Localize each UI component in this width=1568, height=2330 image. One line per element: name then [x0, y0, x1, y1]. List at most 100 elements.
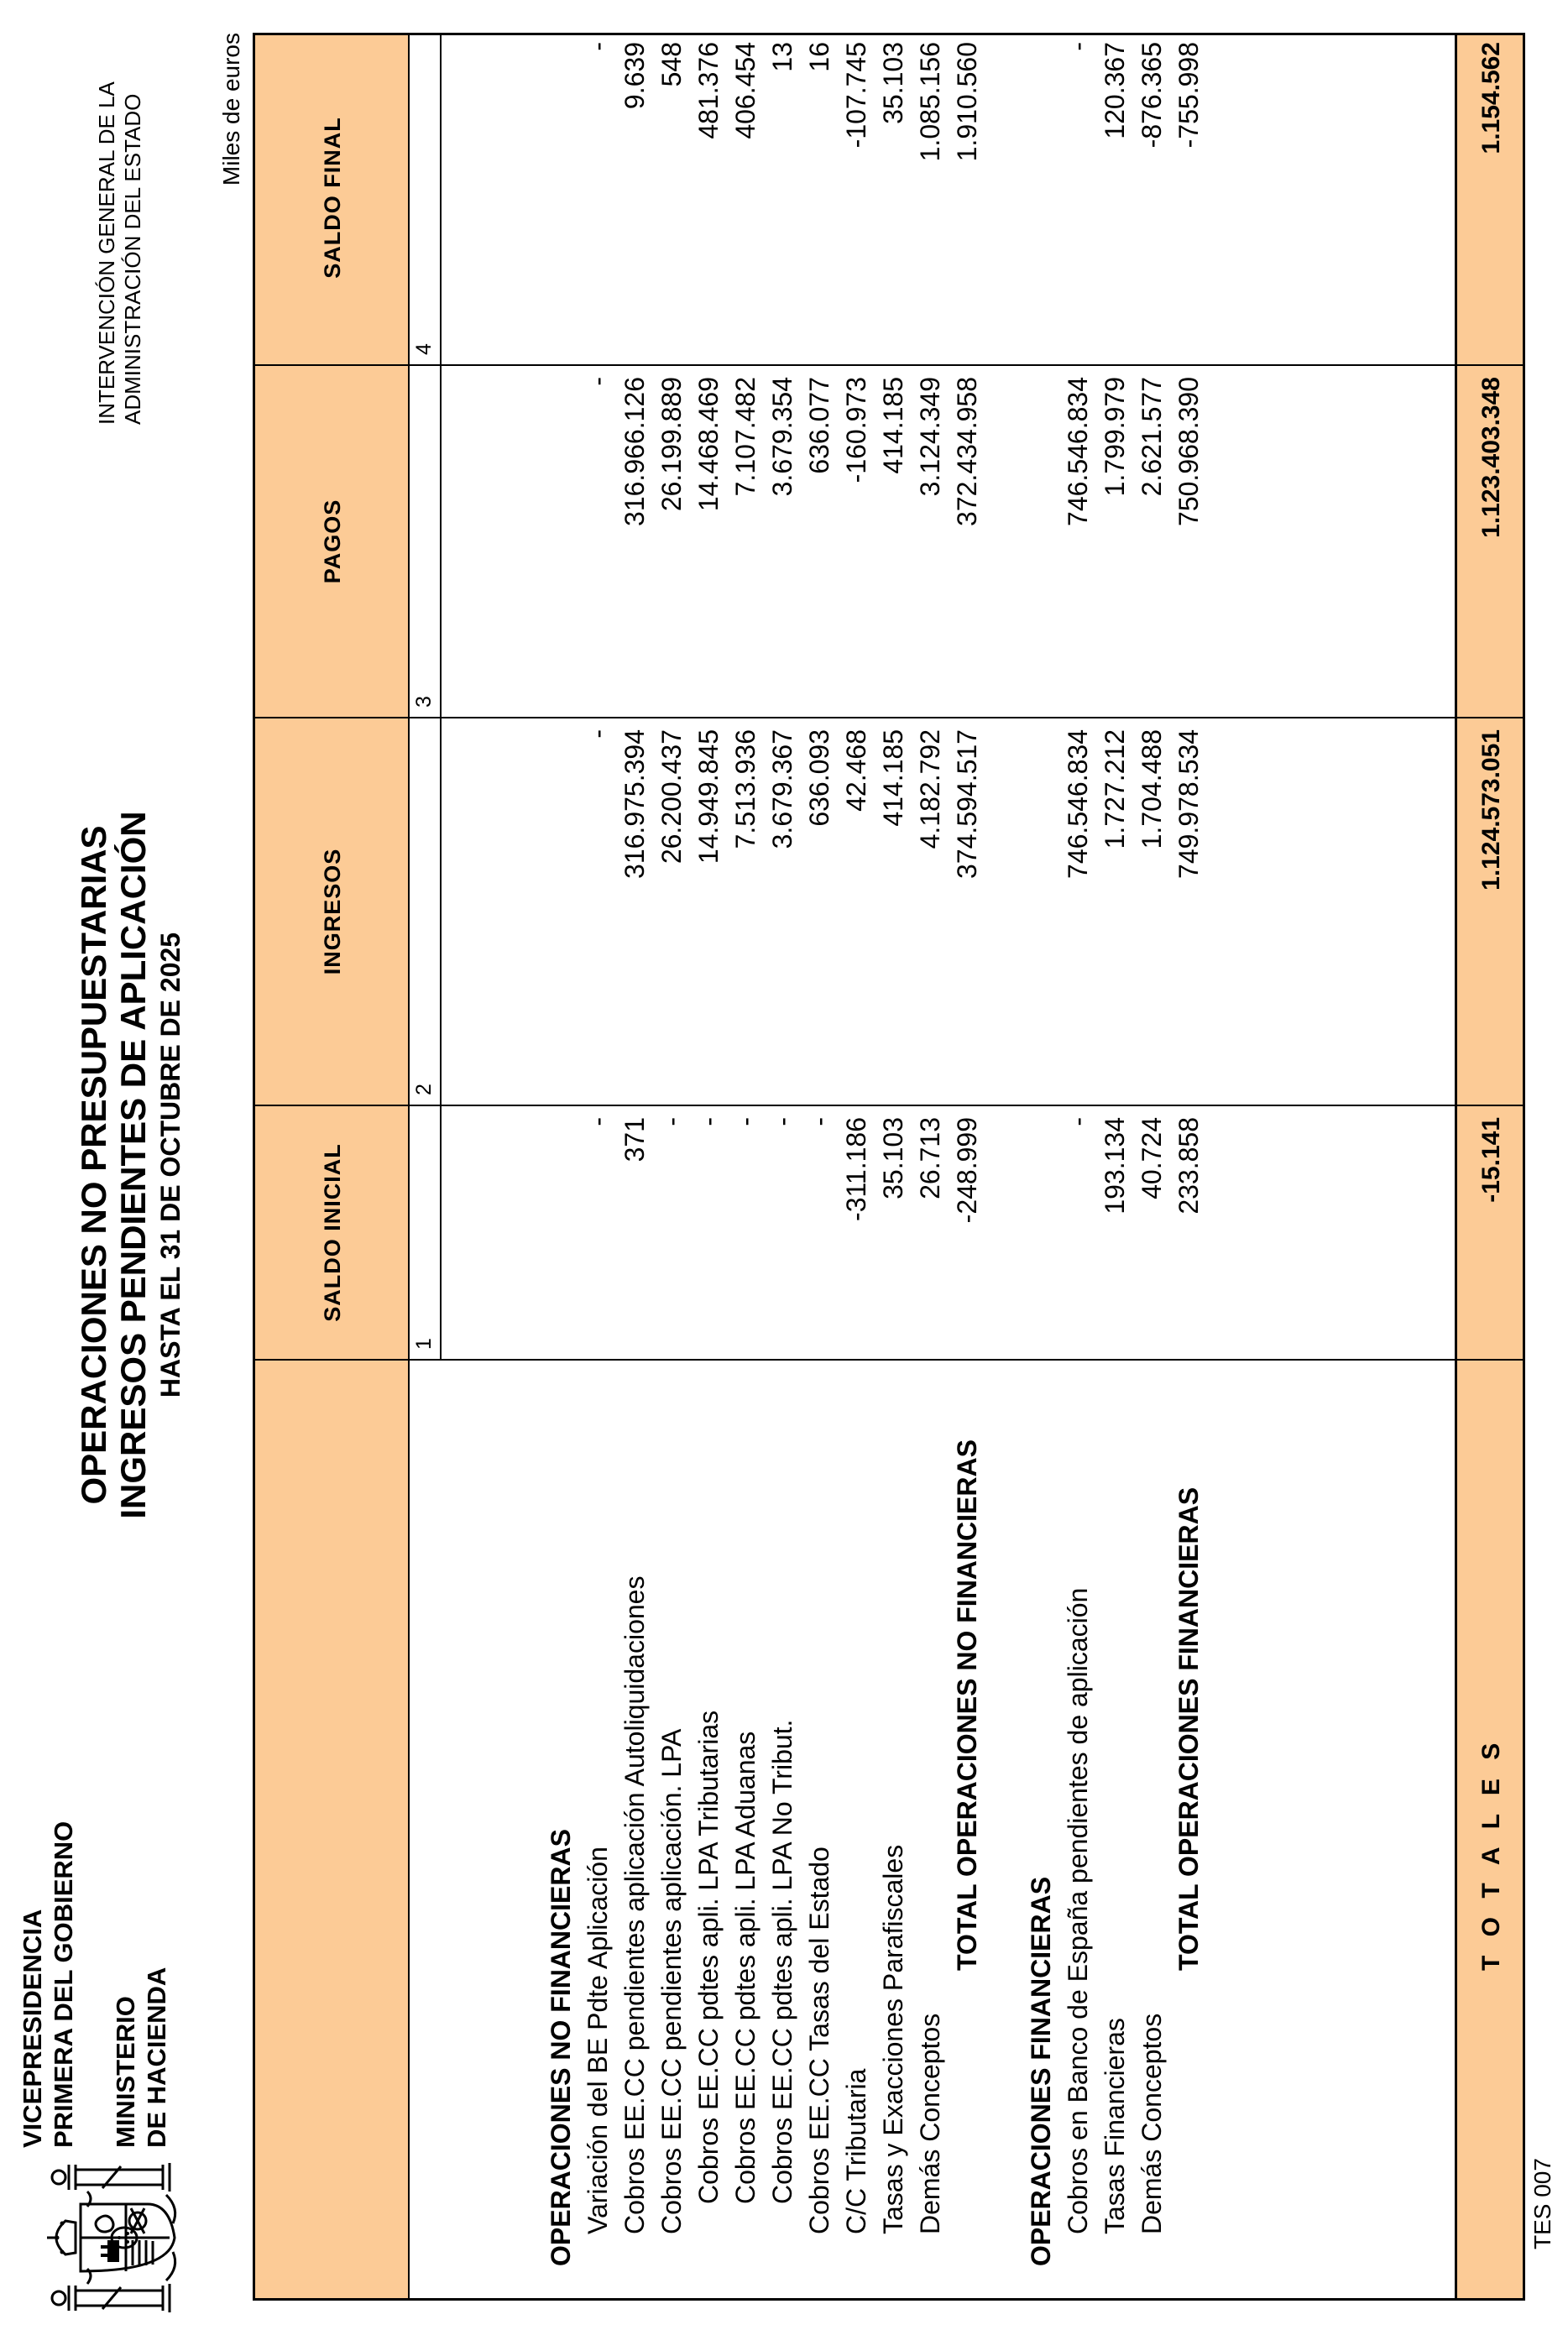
row-label: Cobros EE.CC pendientes aplicación. LPA	[656, 1728, 687, 2234]
cell-saldo-final: 120.367	[1100, 42, 1130, 139]
cell-ingresos: 3.679.367	[767, 729, 797, 849]
column-number-4: 4	[412, 343, 436, 355]
cell-saldo-inicial: 193.134	[1100, 1117, 1130, 1215]
cell-saldo-inicial: -	[656, 1117, 687, 1126]
table-header-band: SALDO INICIAL INGRESOS PAGOS SALDO FINAL	[255, 35, 410, 2298]
totals-saldo-final: 1.154.562	[1477, 42, 1505, 154]
cell-pagos: 2.621.577	[1137, 377, 1167, 497]
table-row: Cobros EE.CC pdtes apli. LPA Aduanas - 7…	[727, 35, 764, 2298]
cell-saldo-final: -755.998	[1173, 42, 1204, 149]
row-label: Cobros EE.CC Tasas del Estado	[804, 1847, 834, 2234]
totals-ingresos: 1.124.573.051	[1477, 729, 1505, 891]
cell-ingresos: 42.468	[841, 729, 871, 812]
cell-pagos: 750.968.390	[1173, 377, 1204, 526]
table-row: Tasas Financieras 193.134 1.727.212 1.79…	[1096, 35, 1133, 2298]
cell-pagos: 414.185	[878, 377, 908, 474]
row-label: Cobros EE.CC pdtes apli. LPA No Tribut.	[767, 1719, 797, 2204]
form-code: TES 007	[1529, 2158, 1555, 2249]
cell-ingresos: 374.594.517	[952, 729, 982, 879]
cell-saldo-inicial: -311.186	[841, 1117, 871, 1221]
cell-pagos	[1022, 377, 1059, 714]
row-label: Tasas Financieras	[1100, 2018, 1130, 2234]
cell-saldo-final	[542, 42, 579, 362]
title-line-1: OPERACIONES NO PRESUPUESTARIAS	[74, 825, 113, 1505]
cell-saldo-inicial: 35.103	[878, 1117, 908, 1199]
row-label: Cobros EE.CC pdtes apli. LPA Tributarias	[693, 1710, 724, 2204]
row-label: Variación del BE Pdte Aplicación	[583, 1847, 613, 2234]
table-row: Cobros EE.CC pdtes apli. LPA No Tribut. …	[764, 35, 801, 2298]
cell-saldo-final: -107.745	[841, 42, 871, 149]
column-header-ingresos: INGRESOS	[319, 848, 345, 975]
cell-ingresos: -	[583, 729, 613, 739]
title-line-3: HASTA EL 31 DE OCTUBRE DE 2025	[155, 932, 186, 1398]
table-row	[985, 35, 1022, 2298]
escudo-espana-icon	[44, 2158, 193, 2317]
cell-saldo-final: 9.639	[619, 42, 650, 110]
table-row: Tasas y Exacciones Parafiscales 35.103 4…	[875, 35, 912, 2298]
cell-saldo-inicial: 40.724	[1137, 1117, 1167, 1199]
title-line-2: INGRESOS PENDIENTES DE APLICACIÓN	[113, 811, 153, 1519]
cell-saldo-final: 16	[804, 42, 834, 72]
row-label: Cobros EE.CC pdtes apli. LPA Aduanas	[730, 1731, 760, 2204]
table-row: C/C Tributaria -311.186 42.468 -160.973 …	[838, 35, 875, 2298]
row-label: OPERACIONES FINANCIERAS	[1026, 1876, 1056, 2266]
column-divider-pagos	[255, 364, 1523, 366]
cell-saldo-final	[1022, 42, 1059, 362]
cell-ingresos: 636.093	[804, 729, 834, 827]
cell-saldo-inicial: -	[804, 1117, 834, 1126]
table-row: TOTAL OPERACIONES FINANCIERAS 233.858 74…	[1170, 35, 1207, 2298]
cell-pagos: 3.124.349	[915, 377, 945, 497]
cell-ingresos	[985, 729, 1022, 1102]
cell-ingresos	[1022, 729, 1059, 1102]
cell-saldo-inicial: -	[1063, 1117, 1093, 1126]
cell-ingresos: 316.975.394	[619, 729, 650, 879]
table-row: OPERACIONES FINANCIERAS	[1022, 35, 1059, 2298]
cell-saldo-final: 481.376	[693, 42, 724, 139]
cell-pagos: 14.468.469	[693, 377, 724, 512]
row-label: Cobros EE.CC pendientes aplicación Autol…	[619, 1575, 650, 2234]
units-note: Miles de euros	[218, 33, 244, 186]
table-row: Cobros EE.CC pendientes aplicación Autol…	[616, 35, 653, 2298]
totals-label: T O T A L E S	[1477, 1737, 1505, 1971]
cell-saldo-inicial	[985, 1117, 1022, 1356]
column-number-3: 3	[412, 696, 436, 708]
cell-pagos: 316.966.126	[619, 377, 650, 526]
column-number-1: 1	[412, 1338, 436, 1350]
row-label: Cobros en Banco de España pendientes de …	[1063, 1587, 1093, 2234]
totals-saldo-inicial: -15.141	[1477, 1117, 1505, 1203]
table-row: Variación del BE Pdte Aplicación - - - -	[579, 35, 616, 2298]
cell-ingresos: 1.727.212	[1100, 729, 1130, 849]
cell-saldo-inicial: -	[583, 1117, 613, 1126]
cell-ingresos: 7.513.936	[730, 729, 760, 849]
cell-saldo-final: 406.454	[730, 42, 760, 139]
row-label: Tasas y Exacciones Parafiscales	[878, 1844, 908, 2234]
column-number-2: 2	[412, 1084, 436, 1095]
cell-pagos: -	[583, 377, 613, 386]
cell-saldo-final: 1.085.156	[915, 42, 945, 162]
cell-ingresos: 26.200.437	[656, 729, 687, 865]
cell-ingresos: 1.704.488	[1137, 729, 1167, 849]
cell-pagos	[985, 377, 1022, 714]
cell-saldo-inicial: -	[767, 1117, 797, 1126]
cell-saldo-final: -	[583, 42, 613, 51]
row-label: TOTAL OPERACIONES NO FINANCIERAS	[952, 1439, 982, 1971]
cell-saldo-final: 1.910.560	[952, 42, 982, 162]
cell-pagos: 746.546.834	[1063, 377, 1093, 526]
cell-pagos: 1.799.979	[1100, 377, 1130, 497]
cell-saldo-inicial	[1022, 1117, 1059, 1356]
cell-ingresos: 14.949.845	[693, 729, 724, 865]
cell-saldo-inicial	[542, 1117, 579, 1356]
table-row: TOTAL OPERACIONES NO FINANCIERAS -248.99…	[949, 35, 985, 2298]
table-row: Cobros en Banco de España pendientes de …	[1059, 35, 1096, 2298]
cell-ingresos: 4.182.792	[915, 729, 945, 849]
cell-pagos: 26.199.889	[656, 377, 687, 512]
column-divider-labels	[255, 1359, 1523, 1361]
column-header-saldo-inicial: SALDO INICIAL	[319, 1143, 345, 1322]
cell-saldo-inicial: -	[693, 1117, 724, 1126]
ministry-line-2: PRIMERA DEL GOBIERNO	[49, 1821, 78, 2148]
cell-saldo-inicial: 371	[619, 1117, 650, 1162]
cell-pagos	[542, 377, 579, 714]
cell-saldo-inicial: 26.713	[915, 1117, 945, 1199]
cell-saldo-final: -876.365	[1137, 42, 1167, 149]
row-label: TOTAL OPERACIONES FINANCIERAS	[1173, 1486, 1204, 1971]
